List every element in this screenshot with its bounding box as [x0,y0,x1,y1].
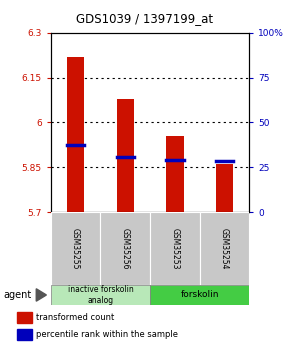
Text: GSM35253: GSM35253 [171,228,180,269]
Bar [216,164,233,212]
Text: percentile rank within the sample: percentile rank within the sample [36,330,178,339]
Text: GSM35256: GSM35256 [121,228,130,269]
Bar [67,57,84,212]
Bar [150,285,249,305]
Bar [17,312,32,323]
Bar [166,136,184,212]
Bar [17,329,32,341]
Text: GSM35255: GSM35255 [71,228,80,269]
Bar [51,212,100,285]
Polygon shape [36,289,46,301]
Text: inactive forskolin
analog: inactive forskolin analog [68,285,133,305]
Bar [100,212,150,285]
Text: GDS1039 / 1397199_at: GDS1039 / 1397199_at [77,12,213,25]
Bar [51,285,150,305]
Bar [200,212,249,285]
Text: agent: agent [3,290,31,300]
Bar [150,212,200,285]
Text: forskolin: forskolin [180,290,219,299]
Bar [117,99,134,212]
Text: GSM35254: GSM35254 [220,228,229,269]
Text: transformed count: transformed count [36,313,114,322]
